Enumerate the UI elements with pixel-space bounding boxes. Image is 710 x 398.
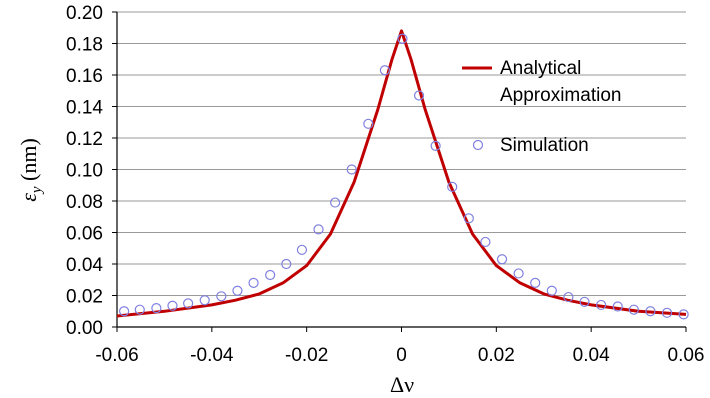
analytical-line <box>116 29 687 318</box>
y-tick-label: 0.20 <box>66 3 103 24</box>
simulation-point <box>447 181 458 192</box>
y-tick-label: 0.10 <box>66 161 103 182</box>
x-tick-label: -0.02 <box>285 345 328 366</box>
simulation-point <box>232 285 243 296</box>
y-axis-title: εy (nm) <box>16 138 45 202</box>
y-tick-labels: 0.00 0.02 0.04 0.06 0.08 0.10 0.12 0.14 0.16 0.18… <box>66 3 103 339</box>
simulation-point <box>281 258 292 270</box>
x-tick-label: 0 <box>396 345 407 366</box>
y-tick-label: 0.08 <box>66 192 103 213</box>
simulation-point <box>413 90 425 101</box>
analytical-series <box>116 29 687 318</box>
y-axis-title-unit: (nm) <box>16 138 41 186</box>
simulation-point <box>530 277 541 288</box>
legend-label-simulation: Simulation <box>500 135 589 156</box>
y-tick-label: 0.16 <box>66 66 103 87</box>
simulation-point <box>546 285 557 296</box>
simulation-point <box>199 295 210 306</box>
x-tick-label: 0.06 <box>668 345 705 366</box>
simulation-point <box>167 300 178 311</box>
simulation-point <box>612 301 623 312</box>
simulation-point <box>430 140 441 151</box>
simulation-point <box>151 303 162 314</box>
simulation-point <box>346 164 357 175</box>
simulation-point <box>363 118 374 129</box>
simulation-point <box>265 269 276 281</box>
simulation-point <box>563 291 574 303</box>
y-axis-title-subscript: y <box>29 186 45 195</box>
y-tick-label: 0.04 <box>66 255 103 276</box>
simulation-point <box>678 309 689 320</box>
legend-marker-swatch <box>472 139 484 151</box>
x-tick-labels: -0.06 -0.04 -0.02 0 0.02 0.04 0.06 <box>95 345 704 366</box>
x-tick-label: 0.04 <box>573 345 610 366</box>
simulation-point <box>119 306 130 317</box>
gridlines <box>117 11 686 296</box>
simulation-point <box>645 306 656 317</box>
simulation-series <box>119 33 689 320</box>
simulation-point <box>628 304 639 315</box>
x-tick-label: -0.06 <box>95 345 138 366</box>
legend: Analytical Approximation Simulation <box>462 58 621 156</box>
simulation-point <box>183 298 194 309</box>
y-tick-label: 0.00 <box>66 318 103 339</box>
simulation-point <box>579 296 590 307</box>
y-tick-label: 0.06 <box>66 224 103 245</box>
y-tick-label: 0.18 <box>66 35 103 56</box>
y-axis-title-symbol: ε <box>16 193 41 202</box>
simulation-point <box>496 254 508 265</box>
simulation-point <box>463 213 474 224</box>
simulation-point <box>134 304 145 315</box>
simulation-point <box>379 65 391 76</box>
y-tick-label: 0.02 <box>66 287 103 308</box>
y-tick-label: 0.14 <box>66 98 103 119</box>
simulation-point <box>397 33 408 44</box>
simulation-point <box>330 197 341 208</box>
simulation-point <box>296 244 308 255</box>
y-tick-label: 0.12 <box>66 129 103 150</box>
simulation-point <box>513 268 524 279</box>
legend-label-analytical: Approximation <box>500 85 621 106</box>
simulation-point <box>313 224 324 235</box>
simulation-point <box>248 277 259 288</box>
simulation-point <box>596 299 607 311</box>
x-axis-title: Δν <box>390 372 414 397</box>
simulation-point <box>216 291 227 302</box>
x-tick-label: -0.04 <box>190 345 234 366</box>
axes <box>112 11 687 332</box>
legend-label-analytical: Analytical <box>500 58 581 79</box>
x-tick-label: 0.02 <box>478 345 515 366</box>
simulation-point <box>661 307 673 318</box>
simulation-point <box>480 236 491 248</box>
